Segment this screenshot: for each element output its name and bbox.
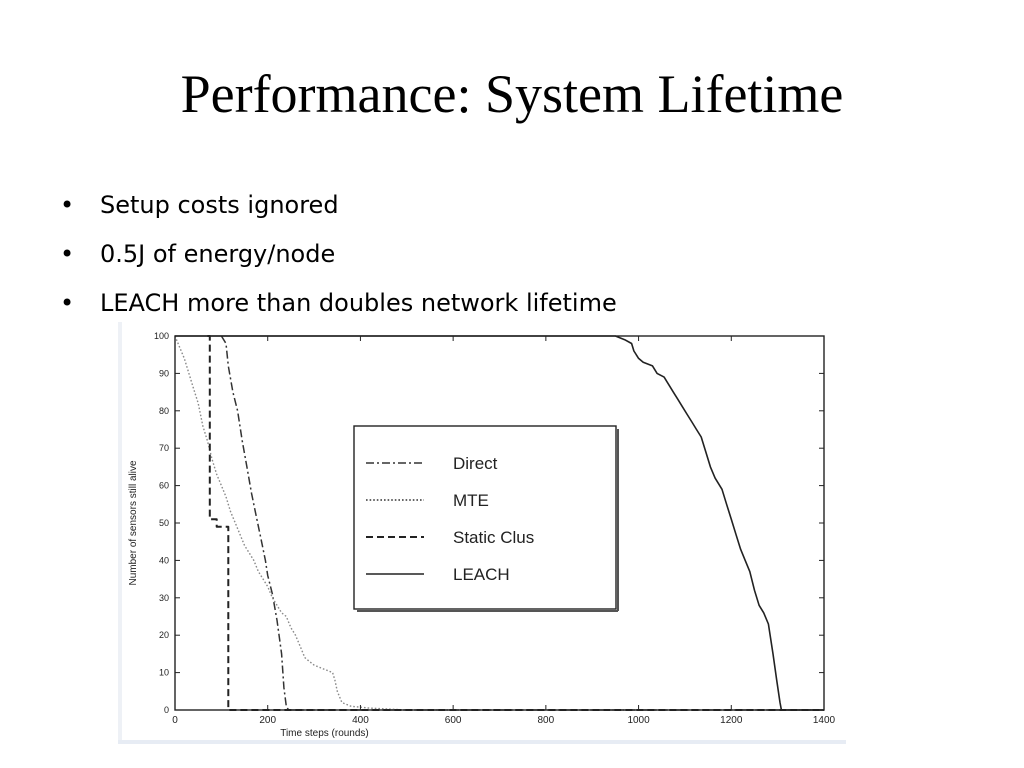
bullet-text: 0.5J of energy/node [100,240,336,268]
figure-border [118,322,122,744]
bullet-dot-icon: • [60,240,75,268]
bullet-item: • LEACH more than doubles network lifetim… [60,284,617,333]
bullet-dot-icon: • [60,191,75,219]
chart-figure [118,322,846,746]
bullet-item: • 0.5J of energy/node [60,235,617,284]
bullet-item: • Setup costs ignored [60,186,617,235]
bullet-text: LEACH more than doubles network lifetime [100,289,617,317]
figure-border [118,740,846,744]
bullet-list: • Setup costs ignored • 0.5J of energy/nod… [60,186,617,333]
bullet-text: Setup costs ignored [100,191,339,219]
bullet-dot-icon: • [60,289,75,317]
slide-title: Performance: System Lifetime [180,64,844,124]
